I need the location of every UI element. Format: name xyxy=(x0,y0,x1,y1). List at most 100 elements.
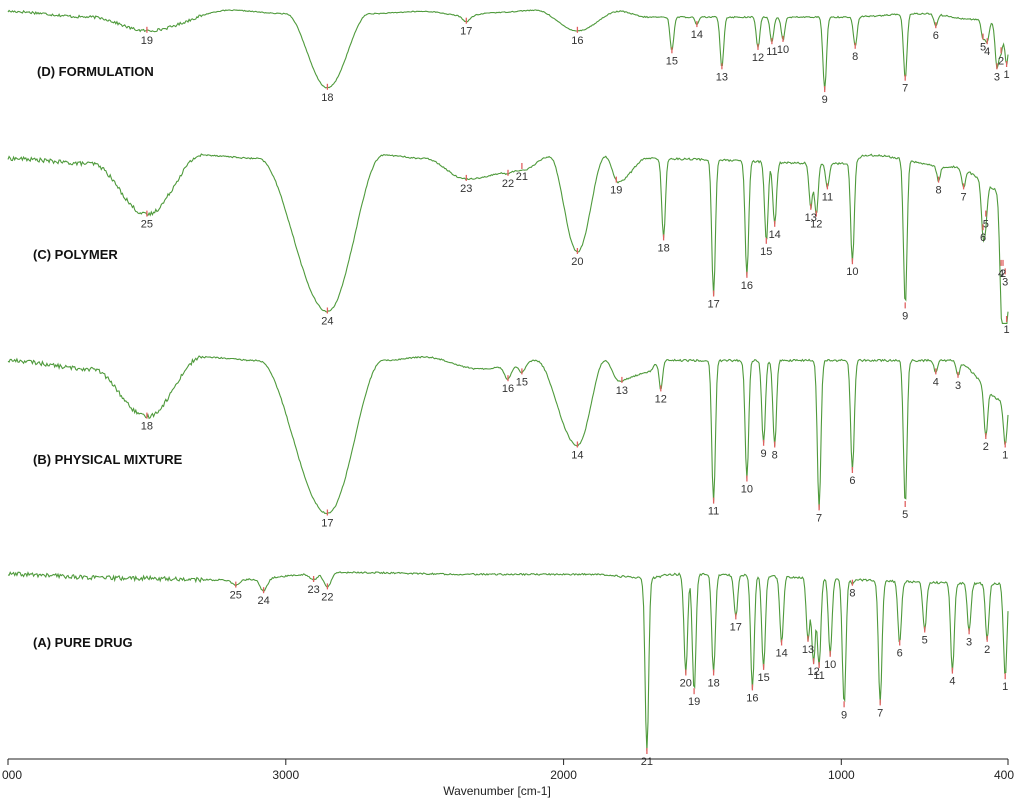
peak-label: 23 xyxy=(460,183,472,195)
peak-label: 11 xyxy=(708,506,719,518)
peak-label: 23 xyxy=(307,584,319,596)
peak-label: 15 xyxy=(666,55,678,67)
peak-label: 8 xyxy=(772,450,778,462)
peak-label: 4 xyxy=(949,676,955,688)
x-axis: 000 3000 2000 1000 400 xyxy=(2,758,1014,782)
peak-label: 13 xyxy=(802,644,814,656)
peak-label: 1 xyxy=(1002,450,1008,462)
peak-label: 6 xyxy=(849,475,855,487)
peak-label: 12 xyxy=(807,666,819,678)
peak-label: 3 xyxy=(966,636,972,648)
peak-label: 18 xyxy=(141,421,153,433)
spectra-layer: 1234567891011121314151617181913245678910… xyxy=(7,9,1010,768)
peak-label: 14 xyxy=(769,229,781,241)
peak-label: 22 xyxy=(502,178,514,190)
peak-label: 11 xyxy=(766,46,777,58)
peak-label: 21 xyxy=(641,756,653,768)
peak-label: 16 xyxy=(746,692,758,704)
peak-label: 20 xyxy=(571,256,583,268)
peak-label: 17 xyxy=(460,26,472,38)
x-tick-label: 400 xyxy=(994,768,1014,782)
sample-label: (B) PHYSICAL MIXTURE xyxy=(33,452,183,467)
peak-label: 18 xyxy=(657,242,669,254)
peak-label: 2 xyxy=(984,644,990,656)
peak-label: 19 xyxy=(688,696,700,708)
x-tick-label: 2000 xyxy=(550,768,577,782)
x-tick-label: 3000 xyxy=(272,768,299,782)
peak-label: 3 xyxy=(1002,276,1008,288)
peak-label: 9 xyxy=(902,310,908,322)
peak-label: 4 xyxy=(933,376,939,388)
peak-label: 3 xyxy=(994,71,1000,83)
peak-label: 13 xyxy=(716,71,728,83)
peak-label: 2 xyxy=(1000,268,1006,280)
peak-label: 13 xyxy=(616,385,628,397)
peak-label: 14 xyxy=(691,29,703,41)
peak-label: 21 xyxy=(516,171,528,183)
peak-label: 10 xyxy=(741,484,753,496)
peak-label: 15 xyxy=(516,376,528,388)
sample-labels: (D) FORMULATION (C) POLYMER (B) PHYSICAL M… xyxy=(33,64,183,650)
peak-label: 12 xyxy=(810,219,822,231)
peak-label: 11 xyxy=(822,191,833,203)
peak-label: 10 xyxy=(824,659,836,671)
x-tick-label: 000 xyxy=(2,768,22,782)
peak-label: 9 xyxy=(822,94,828,106)
peak-label: 10 xyxy=(777,44,789,56)
peak-label: 12 xyxy=(655,393,667,405)
peak-label: 17 xyxy=(707,299,719,311)
peak-label: 17 xyxy=(321,518,333,530)
peak-label: 24 xyxy=(257,595,269,607)
peak-label: 9 xyxy=(841,709,847,721)
peak-label: 16 xyxy=(502,383,514,395)
peak-label: 7 xyxy=(902,83,908,95)
peak-label: 3 xyxy=(955,380,961,392)
peak-label: 5 xyxy=(980,42,986,54)
peak-label: 25 xyxy=(141,219,153,231)
peak-label: 16 xyxy=(571,35,583,47)
peak-label: 1 xyxy=(1004,324,1010,336)
peak-label: 14 xyxy=(775,648,787,660)
peak-label: 4 xyxy=(998,268,1004,280)
peak-label: 5 xyxy=(983,219,989,231)
peak-label: 7 xyxy=(816,512,822,524)
peak-label: 25 xyxy=(230,590,242,602)
peak-label: 8 xyxy=(849,588,855,600)
x-tick-label: 1000 xyxy=(828,768,855,782)
peak-label: 22 xyxy=(321,591,333,603)
peak-label: 15 xyxy=(760,246,772,258)
peak-label: 17 xyxy=(730,621,742,633)
peak-label: 2 xyxy=(998,55,1004,67)
peak-label: 6 xyxy=(933,30,939,42)
peak-label: 16 xyxy=(741,280,753,292)
peak-label: 8 xyxy=(852,51,858,63)
peak-label: 9 xyxy=(761,448,767,460)
peak-label: 19 xyxy=(610,185,622,197)
sample-label: (C) POLYMER xyxy=(33,247,118,262)
x-axis-title: Wavenumber [cm-1] xyxy=(443,784,551,798)
peak-label: 12 xyxy=(752,52,764,64)
peak-label: 20 xyxy=(680,678,692,690)
peak-label: 6 xyxy=(980,232,986,244)
spectrum-line xyxy=(7,571,1009,752)
spectrum-line xyxy=(7,9,1009,91)
peak-label: 2 xyxy=(983,441,989,453)
peak-label: 5 xyxy=(902,509,908,521)
sample-label: (A) PURE DRUG xyxy=(33,635,133,650)
peak-label: 5 xyxy=(922,635,928,647)
peak-label: 10 xyxy=(846,266,858,278)
sample-label: (D) FORMULATION xyxy=(37,64,154,79)
peak-label: 11 xyxy=(813,670,824,682)
peak-label: 19 xyxy=(141,35,153,47)
peak-label: 6 xyxy=(897,648,903,660)
peak-label: 8 xyxy=(936,185,942,197)
peak-label: 7 xyxy=(961,191,967,203)
peak-label: 13 xyxy=(805,212,817,224)
peak-label: 24 xyxy=(321,316,333,328)
peak-label: 4 xyxy=(984,46,990,58)
peak-label: 18 xyxy=(707,678,719,690)
peak-label: 7 xyxy=(877,707,883,719)
peak-label: 18 xyxy=(321,92,333,104)
peak-label: 1 xyxy=(1002,681,1008,693)
peak-label: 14 xyxy=(571,450,583,462)
